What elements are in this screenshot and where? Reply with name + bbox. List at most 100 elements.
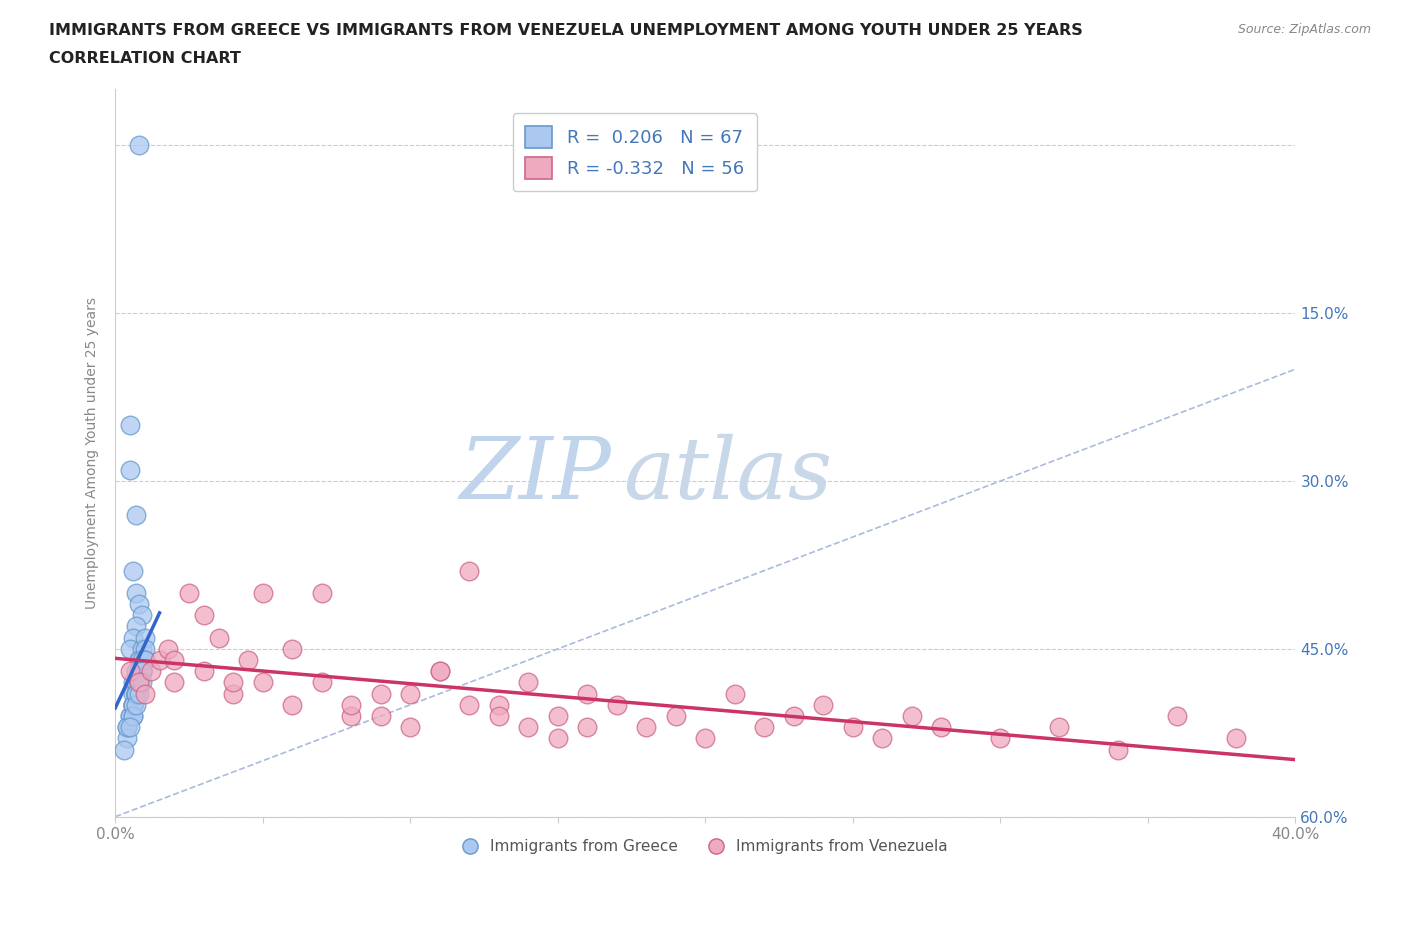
Point bbox=[122, 698, 145, 712]
Point bbox=[252, 586, 274, 601]
Point bbox=[458, 563, 481, 578]
Point bbox=[128, 675, 150, 690]
Point bbox=[813, 698, 835, 712]
Point bbox=[754, 720, 776, 735]
Point bbox=[547, 709, 569, 724]
Point bbox=[122, 698, 145, 712]
Point bbox=[134, 653, 156, 668]
Point bbox=[990, 731, 1012, 746]
Point bbox=[122, 686, 145, 701]
Point bbox=[236, 653, 259, 668]
Point bbox=[157, 642, 180, 657]
Point bbox=[125, 619, 148, 634]
Point bbox=[125, 686, 148, 701]
Point bbox=[131, 664, 153, 679]
Point bbox=[872, 731, 894, 746]
Point bbox=[177, 586, 200, 601]
Text: Source: ZipAtlas.com: Source: ZipAtlas.com bbox=[1237, 23, 1371, 36]
Point bbox=[724, 686, 747, 701]
Point bbox=[122, 709, 145, 724]
Point bbox=[122, 698, 145, 712]
Point bbox=[128, 653, 150, 668]
Point bbox=[252, 675, 274, 690]
Point bbox=[128, 675, 150, 690]
Legend: Immigrants from Greece, Immigrants from Venezuela: Immigrants from Greece, Immigrants from … bbox=[457, 832, 955, 860]
Point bbox=[125, 507, 148, 522]
Point bbox=[131, 664, 153, 679]
Point bbox=[118, 664, 141, 679]
Point bbox=[128, 664, 150, 679]
Point bbox=[636, 720, 658, 735]
Point bbox=[125, 664, 148, 679]
Point bbox=[131, 664, 153, 679]
Point bbox=[458, 698, 481, 712]
Point bbox=[125, 686, 148, 701]
Point bbox=[1107, 742, 1129, 757]
Point bbox=[118, 642, 141, 657]
Point bbox=[399, 720, 422, 735]
Point bbox=[281, 698, 304, 712]
Point bbox=[193, 664, 215, 679]
Point bbox=[370, 686, 392, 701]
Point bbox=[125, 686, 148, 701]
Point bbox=[118, 720, 141, 735]
Point bbox=[128, 675, 150, 690]
Point bbox=[163, 653, 186, 668]
Point bbox=[125, 686, 148, 701]
Point bbox=[222, 675, 245, 690]
Point bbox=[547, 731, 569, 746]
Point bbox=[122, 563, 145, 578]
Point bbox=[128, 675, 150, 690]
Y-axis label: Unemployment Among Youth under 25 years: Unemployment Among Youth under 25 years bbox=[86, 297, 100, 609]
Point bbox=[207, 631, 229, 645]
Point bbox=[131, 664, 153, 679]
Point bbox=[115, 720, 138, 735]
Point bbox=[128, 675, 150, 690]
Point bbox=[134, 653, 156, 668]
Point bbox=[134, 631, 156, 645]
Point bbox=[125, 686, 148, 701]
Point bbox=[118, 709, 141, 724]
Point bbox=[783, 709, 806, 724]
Point bbox=[576, 686, 599, 701]
Point bbox=[1166, 709, 1188, 724]
Point bbox=[128, 686, 150, 701]
Point bbox=[134, 642, 156, 657]
Point bbox=[128, 675, 150, 690]
Point bbox=[115, 731, 138, 746]
Point bbox=[139, 664, 162, 679]
Point bbox=[122, 631, 145, 645]
Point bbox=[340, 709, 363, 724]
Point bbox=[281, 642, 304, 657]
Point bbox=[148, 653, 170, 668]
Point bbox=[125, 675, 148, 690]
Point bbox=[125, 675, 148, 690]
Point bbox=[118, 462, 141, 477]
Point bbox=[131, 608, 153, 623]
Point bbox=[842, 720, 865, 735]
Point bbox=[488, 698, 510, 712]
Point bbox=[311, 675, 333, 690]
Point bbox=[125, 698, 148, 712]
Text: CORRELATION CHART: CORRELATION CHART bbox=[49, 51, 240, 66]
Point bbox=[128, 675, 150, 690]
Point bbox=[125, 686, 148, 701]
Point bbox=[128, 653, 150, 668]
Point bbox=[118, 709, 141, 724]
Text: atlas: atlas bbox=[623, 433, 832, 516]
Point bbox=[340, 698, 363, 712]
Point bbox=[131, 642, 153, 657]
Point bbox=[901, 709, 924, 724]
Point bbox=[122, 698, 145, 712]
Point bbox=[606, 698, 628, 712]
Point bbox=[122, 698, 145, 712]
Point bbox=[125, 686, 148, 701]
Point bbox=[125, 686, 148, 701]
Point bbox=[488, 709, 510, 724]
Point bbox=[429, 664, 451, 679]
Point bbox=[131, 664, 153, 679]
Point bbox=[122, 709, 145, 724]
Point bbox=[131, 653, 153, 668]
Point bbox=[222, 686, 245, 701]
Point bbox=[128, 675, 150, 690]
